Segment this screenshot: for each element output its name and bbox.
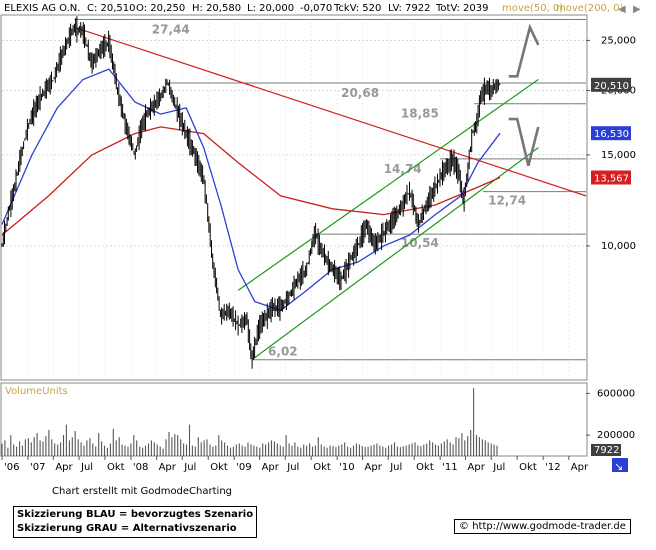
trend-channel-lower: [251, 147, 539, 361]
header-tckv: TckV: 520: [333, 3, 381, 14]
source-url[interactable]: http://www.godmode-trader.de: [472, 521, 626, 532]
x-tick-label: Apr: [159, 462, 177, 473]
y-tick-label: 25,000: [601, 35, 636, 46]
x-tick-label: '11: [442, 462, 457, 473]
value-badge-label: 20,510: [594, 81, 629, 92]
level-label: 20,68: [341, 86, 379, 100]
volume-y-tick-label: 600000: [597, 388, 635, 399]
scroll-right-icon[interactable]: ▶: [633, 4, 641, 15]
header-change: -0,070: [300, 3, 332, 14]
x-tick-label: Jul: [286, 462, 299, 473]
value-badge-label: 13,567: [594, 174, 629, 185]
trend-lines: [74, 26, 587, 361]
x-tick-label: Apr: [55, 462, 73, 473]
x-tick-label: Apr: [468, 462, 486, 473]
zoom-arrow-icon[interactable]: ↘: [614, 460, 623, 473]
x-tick-label: '10: [339, 462, 354, 473]
scroll-left-icon[interactable]: ◀: [618, 4, 626, 15]
x-tick-label: '06: [4, 462, 19, 473]
price-panel-frame: [0, 14, 588, 381]
y-tick-label: 10,000: [601, 241, 636, 252]
legend-blue-scenario: Skizzierung BLAU = bevorzugtes Szenario: [17, 509, 254, 520]
volume-panel-frame: [0, 382, 588, 457]
x-tick-label: '12: [545, 462, 560, 473]
volume-bars: [1, 388, 498, 456]
scenario-sketch-blue: [508, 117, 540, 167]
level-label: 14,74: [384, 162, 422, 176]
volume-last-badge: [591, 444, 621, 456]
x-tick-label: '08: [133, 462, 148, 473]
x-tick-label: Jul: [80, 462, 93, 473]
source-url-box[interactable]: © http://www.godmode-trader.de: [454, 519, 631, 534]
legend-grey-scenario: Skizzierung GRAU = Alternativszenario: [17, 523, 237, 534]
header-close: C: 20,510: [87, 3, 136, 14]
x-tick-label: Jul: [389, 462, 402, 473]
scenario-sketch-grey: [508, 23, 540, 78]
resistance-line: [74, 26, 587, 197]
header-totv: TotV: 2039: [435, 3, 488, 14]
level-label: 6,02: [268, 345, 298, 359]
volume-last-label: 7922: [594, 445, 619, 456]
level-label: 10,54: [401, 236, 439, 250]
level-label: 27,44: [152, 23, 190, 37]
x-tick-label: Apr: [365, 462, 383, 473]
value-badges: 20,510 16,530 13,567 7922: [591, 77, 631, 456]
x-tick-label: '07: [30, 462, 45, 473]
scenario-legend: Skizzierung BLAU = bevorzugtes Szenario …: [13, 506, 258, 538]
moving-average-200-line: [1, 126, 501, 236]
value-badge: [591, 126, 631, 141]
x-tick-label: Apr: [571, 462, 589, 473]
zoom-icon[interactable]: [612, 458, 628, 472]
header-ma200: move(200, 0): [556, 3, 624, 14]
header-high: H: 20,580: [192, 3, 241, 14]
value-badge: [591, 170, 631, 185]
value-badge: [591, 77, 631, 92]
axes: 10,00015,00020,00025,000'06'07AprJulOkt'…: [1, 35, 636, 473]
x-tick-label: Okt: [416, 462, 434, 473]
scenario-sketches: [508, 23, 540, 167]
price-series: [1, 16, 501, 369]
x-tick-label: '09: [236, 462, 251, 473]
level-label: 18,85: [401, 107, 439, 121]
header-ma50: move(50, 0): [502, 3, 563, 14]
x-tick-label: Okt: [107, 462, 125, 473]
x-tick-label: Apr: [262, 462, 280, 473]
x-tick-label: Okt: [313, 462, 331, 473]
volume-y-tick-label: 200000: [597, 430, 635, 441]
x-tick-label: Jul: [183, 462, 196, 473]
value-badge-label: 16,530: [594, 129, 629, 140]
y-tick-label: 15,000: [601, 150, 636, 161]
copyright-icon: ©: [459, 521, 469, 532]
x-tick-label: Okt: [519, 462, 537, 473]
x-tick-label: Jul: [492, 462, 505, 473]
level-label: 12,74: [488, 194, 526, 208]
moving-averages: [1, 68, 501, 312]
header-low: L: 20,000: [247, 3, 294, 14]
header-name: ELEXIS AG O.N.: [4, 3, 80, 14]
chart-credit: Chart erstellt mit GodmodeCharting: [52, 486, 232, 497]
trend-channel-upper: [237, 79, 539, 291]
support-resistance-levels: 27,44 20,68 18,85 14,74 12,74 10,54 6,02: [74, 19, 586, 361]
x-tick-label: Okt: [210, 462, 228, 473]
header-lv: LV: 7922: [388, 3, 431, 14]
header-open: O: 20,250: [136, 3, 185, 14]
moving-average-50-line: [1, 68, 501, 312]
volume-panel-title: VolumeUnits: [5, 386, 68, 397]
